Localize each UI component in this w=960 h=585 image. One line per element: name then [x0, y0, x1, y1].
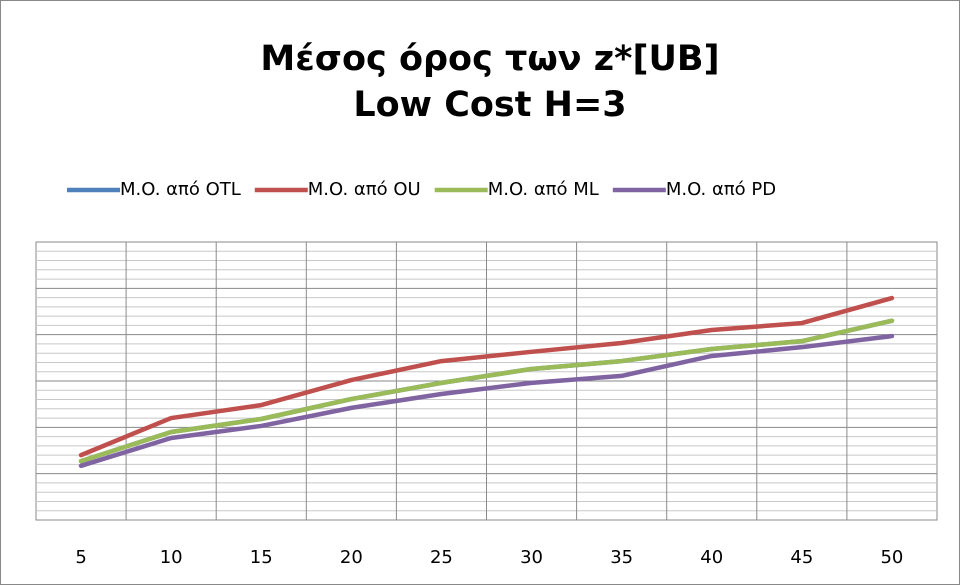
legend-label: M.O. από PD — [666, 179, 776, 200]
x-tick-label: 10 — [160, 547, 183, 568]
x-tick-label: 40 — [700, 547, 723, 568]
x-tick-label: 45 — [790, 547, 813, 568]
x-tick-label: 25 — [430, 547, 453, 568]
series-line — [78, 333, 895, 469]
x-tick-label: 50 — [880, 547, 903, 568]
legend-label: M.O. από OU — [308, 179, 421, 200]
chart-title: Μέσος όρος των z*[UB] — [260, 39, 719, 79]
series-line — [78, 295, 895, 458]
x-tick-label: 15 — [250, 547, 273, 568]
x-tick-label: 35 — [610, 547, 633, 568]
series-line — [78, 318, 895, 464]
legend-label: M.O. από ML — [488, 179, 599, 200]
legend-label: M.O. από OTL — [120, 179, 241, 200]
x-tick-label: 30 — [520, 547, 543, 568]
chart-subtitle: Low Cost H=3 — [353, 85, 626, 125]
x-tick-label: 5 — [75, 547, 86, 568]
x-tick-label: 20 — [340, 547, 363, 568]
